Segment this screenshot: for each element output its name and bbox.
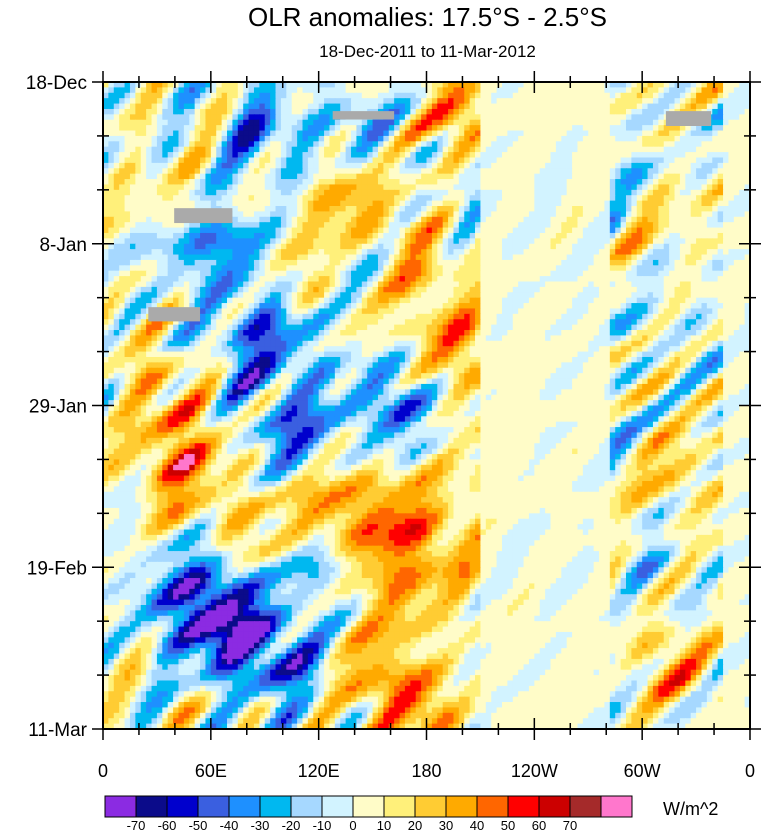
x-tick-label: 60W (624, 761, 661, 781)
x-tick-label: 60E (195, 761, 227, 781)
missing-data-patch (332, 111, 395, 120)
y-tick-label: 18-Dec (26, 73, 87, 94)
y-tick-label: 11-Mar (28, 720, 87, 741)
colorbar-label: -40 (220, 818, 239, 830)
colorbar-label: -30 (251, 818, 270, 830)
colorbar-swatch (228, 795, 261, 818)
colorbar-label: -10 (313, 818, 332, 830)
x-tick-label: 120W (511, 761, 558, 781)
colorbar-label: 40 (470, 818, 484, 830)
x-axis: 0 60E 120E 180 120W 60W 0 (98, 71, 755, 781)
colorbar-swatch (197, 795, 230, 818)
colorbar-swatch (507, 795, 540, 818)
colorbar-swatch (259, 795, 292, 818)
colorbar-label: -20 (282, 818, 301, 830)
colorbar-label: -50 (189, 818, 208, 830)
colorbar-swatch (104, 795, 137, 818)
x-tick-label: 0 (745, 761, 755, 781)
missing-data-patch (174, 208, 233, 224)
colorbar: -70 -60 -50 -40 -30 -20 -10 0 10 20 30 40 50 60 70 W/m^… (104, 795, 718, 830)
y-tick-label: 19-Feb (27, 558, 87, 579)
colorbar-swatch (321, 795, 354, 818)
missing-data-patch (148, 307, 201, 322)
y-tick-label: 29-Jan (29, 397, 87, 418)
colorbar-label: 70 (563, 818, 577, 830)
colorbar-swatch (476, 795, 509, 818)
x-tick-label: 120E (298, 761, 340, 781)
colorbar-unit-label: W/m^2 (663, 799, 718, 819)
colorbar-swatch (383, 795, 416, 818)
y-axis: 18-Dec 8-Jan 29-Jan 19-Feb 11-Mar (26, 73, 761, 741)
colorbar-label: 30 (439, 818, 453, 830)
colorbar-label: 50 (501, 818, 515, 830)
y-tick-label: 8-Jan (39, 235, 87, 256)
colorbar-swatch (135, 795, 168, 818)
colorbar-swatch (600, 795, 633, 818)
colorbar-label: -60 (158, 818, 177, 830)
colorbar-label: 60 (532, 818, 546, 830)
colorbar-swatch (290, 795, 323, 818)
colorbar-swatch (538, 795, 571, 818)
colorbar-label: 20 (408, 818, 422, 830)
colorbar-label: 10 (377, 818, 391, 830)
chart-subtitle: 18-Dec-2011 to 11-Mar-2012 (319, 42, 536, 61)
colorbar-swatch (445, 795, 478, 818)
colorbar-swatch (166, 795, 199, 818)
colorbar-swatch (569, 795, 602, 818)
colorbar-swatch (414, 795, 447, 818)
colorbar-label: -70 (127, 818, 146, 830)
colorbar-swatch (352, 795, 385, 818)
x-tick-label: 180 (411, 761, 441, 781)
chart-title: OLR anomalies: 17.5°S - 2.5°S (248, 2, 607, 32)
missing-data-patch (665, 111, 712, 126)
anomaly-field (103, 82, 750, 729)
x-tick-label: 0 (98, 761, 108, 781)
colorbar-label: 0 (349, 818, 356, 830)
